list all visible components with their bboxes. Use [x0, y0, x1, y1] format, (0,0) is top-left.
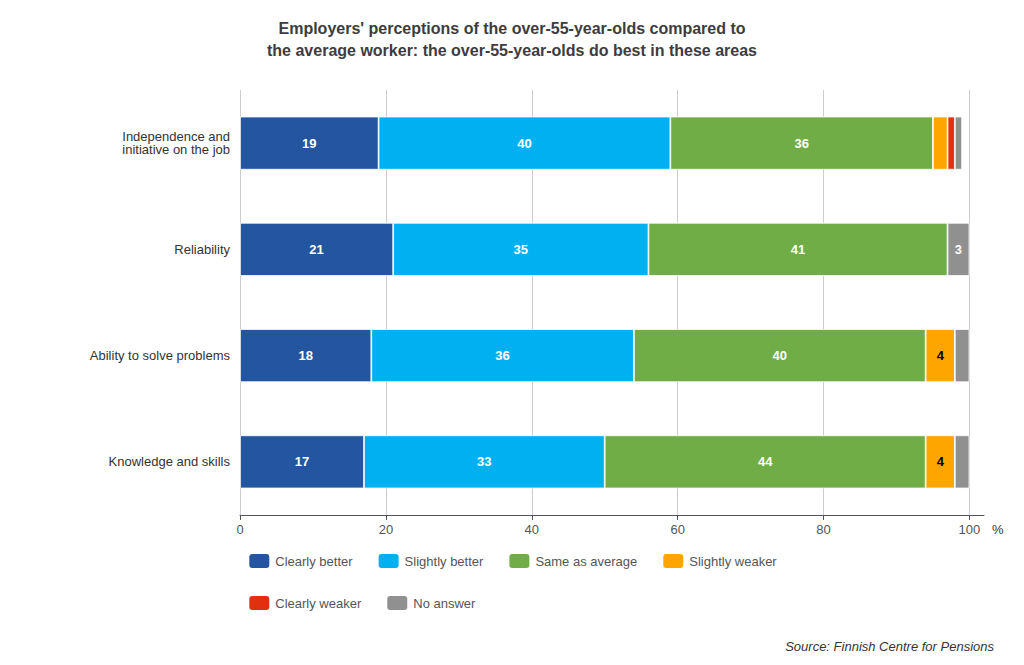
svg-text:0: 0 [236, 522, 243, 537]
svg-text:36: 36 [495, 348, 509, 363]
svg-text:Independence and: Independence and [122, 129, 230, 145]
svg-text:18: 18 [298, 348, 312, 363]
svg-text:Reliability: Reliability [174, 242, 230, 257]
svg-text:19: 19 [302, 136, 316, 151]
svg-text:3: 3 [955, 242, 962, 257]
svg-text:40: 40 [773, 348, 787, 363]
svg-text:4: 4 [937, 348, 945, 363]
svg-text:Ability to solve problems: Ability to solve problems [90, 348, 231, 363]
svg-text:41: 41 [791, 242, 805, 257]
svg-text:Employers' perceptions of the: Employers' perceptions of the over-55-ye… [278, 20, 745, 37]
svg-text:Slightly better: Slightly better [405, 554, 484, 569]
svg-text:Source: Finnish Centre for Pen: Source: Finnish Centre for Pensions [785, 639, 994, 654]
svg-text:100: 100 [959, 522, 981, 537]
svg-text:40: 40 [517, 136, 531, 151]
svg-text:%: % [992, 522, 1004, 537]
svg-text:No answer: No answer [413, 596, 476, 611]
svg-text:Clearly better: Clearly better [275, 554, 353, 569]
svg-text:17: 17 [295, 454, 309, 469]
svg-text:40: 40 [525, 522, 539, 537]
svg-text:60: 60 [670, 522, 684, 537]
svg-text:33: 33 [477, 454, 491, 469]
svg-text:20: 20 [379, 522, 393, 537]
svg-text:initiative on the job: initiative on the job [122, 142, 230, 157]
svg-text:Slightly weaker: Slightly weaker [689, 554, 777, 569]
svg-text:Clearly weaker: Clearly weaker [275, 596, 362, 611]
svg-text:Same as average: Same as average [535, 554, 637, 569]
svg-text:the average worker: the over-5: the average worker: the over-55-year-old… [267, 42, 757, 59]
svg-text:21: 21 [309, 242, 323, 257]
svg-text:44: 44 [758, 454, 773, 469]
svg-text:4: 4 [937, 454, 945, 469]
svg-text:Knowledge and skills: Knowledge and skills [109, 454, 231, 469]
svg-text:80: 80 [816, 522, 830, 537]
svg-text:36: 36 [794, 136, 808, 151]
svg-text:35: 35 [514, 242, 528, 257]
